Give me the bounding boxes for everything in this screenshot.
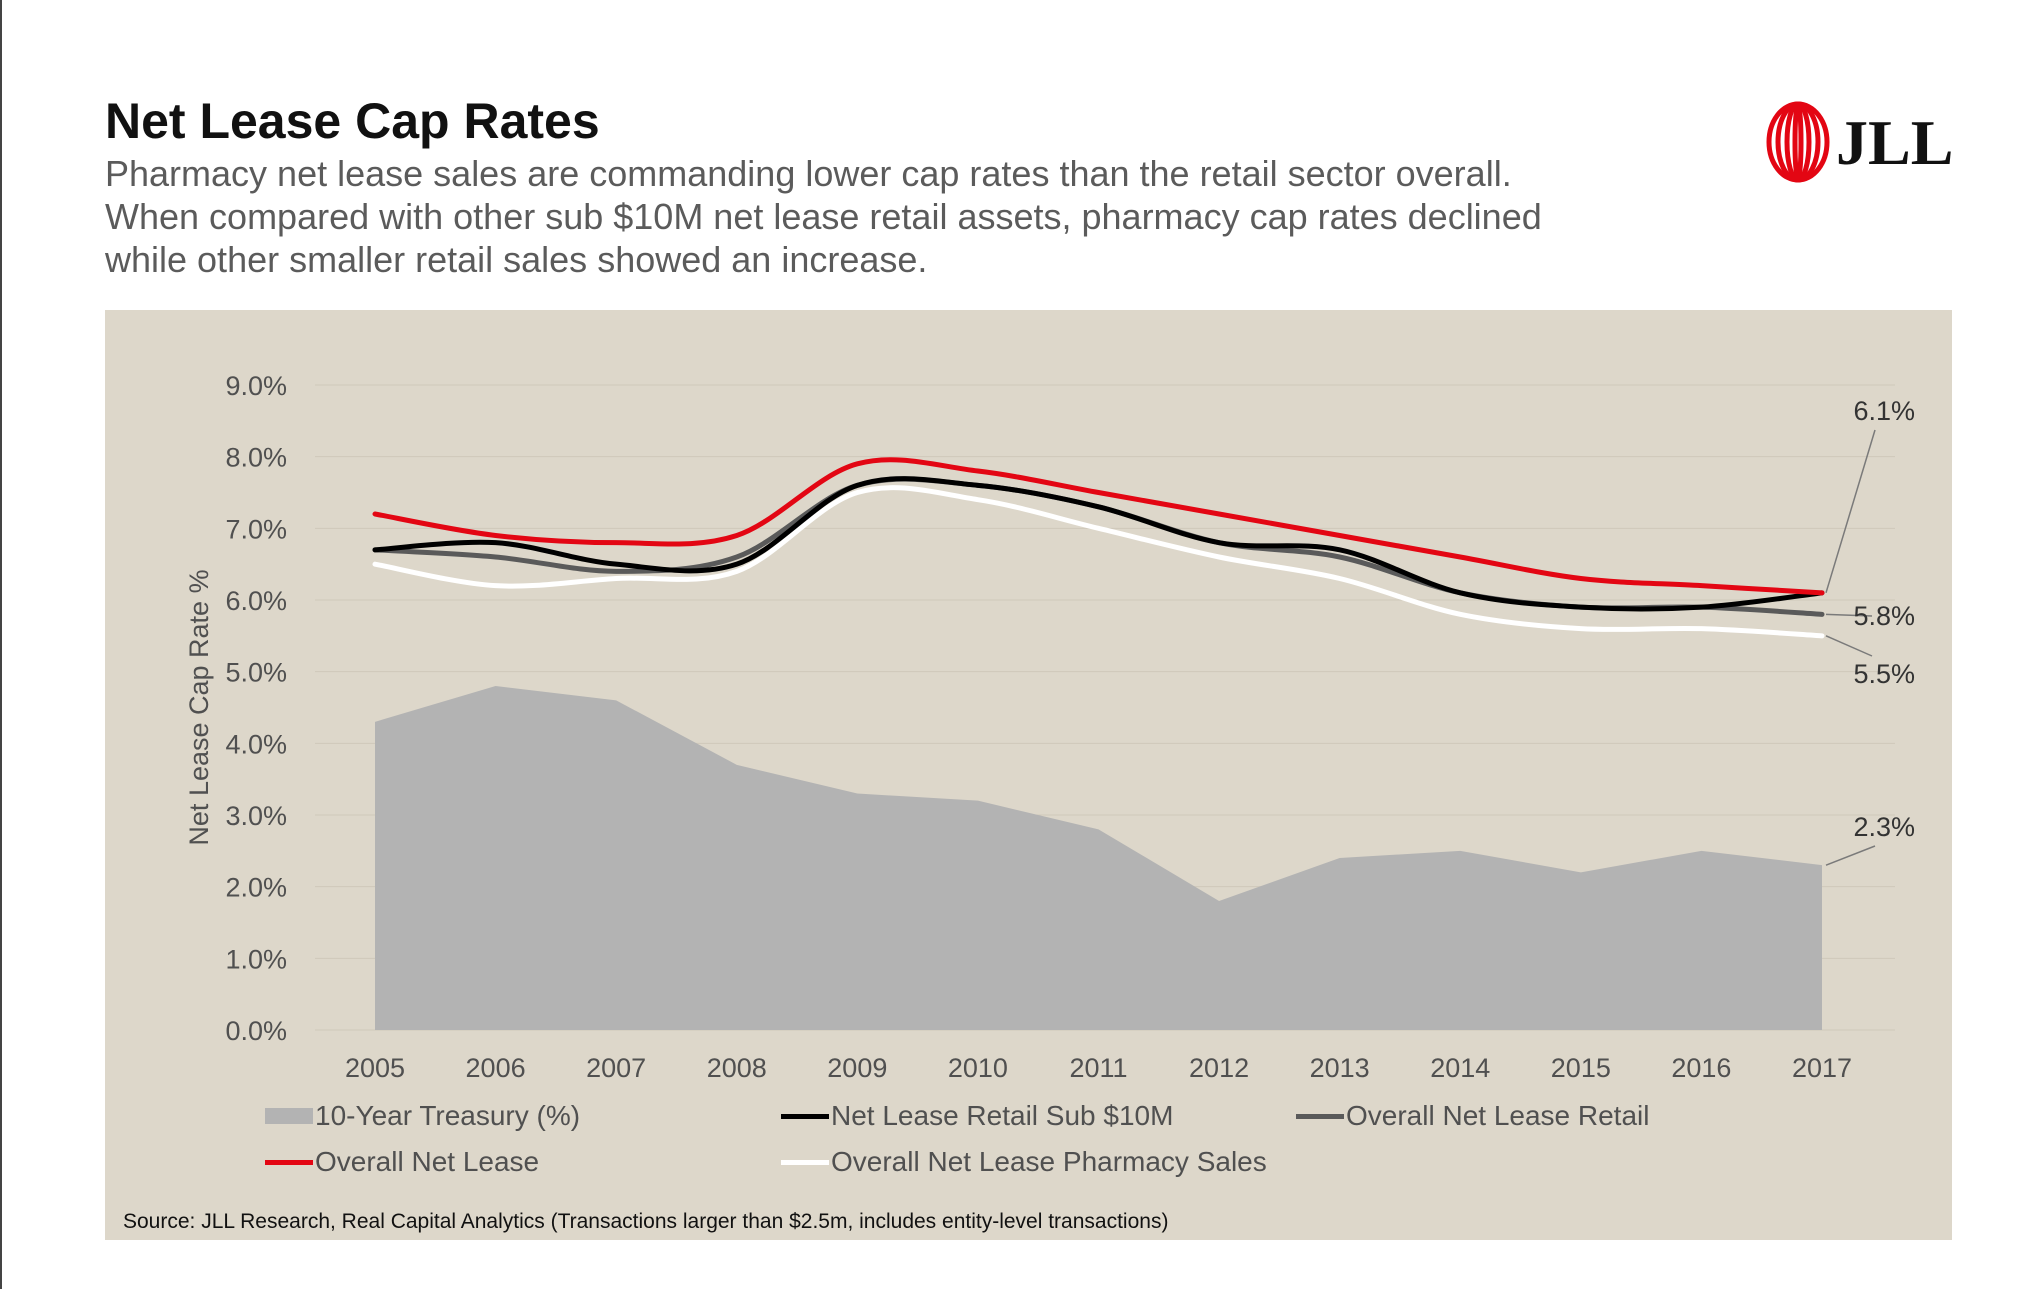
x-tick-label: 2017 (1792, 1053, 1852, 1083)
y-tick-label: 5.0% (225, 658, 287, 688)
chart-panel: 0.0% 1.0% 2.0% 3.0% 4.0% 5.0% 6.0% 7.0% 8.0% 9.0%… (105, 310, 1952, 1240)
series-line-sub10m (372, 476, 1825, 612)
x-tick-label: 2013 (1310, 1053, 1370, 1083)
legend-swatch-overall (265, 1159, 313, 1165)
x-tick-label: 2011 (1069, 1053, 1127, 1083)
leader-line (1825, 635, 1873, 657)
y-tick-label: 3.0% (225, 801, 287, 831)
legend-item-treasury: 10-Year Treasury (%) (265, 1100, 580, 1132)
source-note: Source: JLL Research, Real Capital Analy… (123, 1210, 1169, 1233)
subtitle-line-1: Pharmacy net lease sales are commanding … (105, 153, 1512, 194)
x-tick-label: 2010 (948, 1053, 1008, 1083)
legend-swatch-pharmacy (781, 1159, 829, 1165)
y-tick-label: 2.0% (225, 873, 287, 903)
x-tick-label: 2005 (345, 1053, 405, 1083)
y-tick-label: 9.0% (225, 371, 287, 401)
x-tick-label: 2007 (586, 1053, 646, 1083)
y-tick-label: 8.0% (225, 443, 287, 473)
x-tick-label: 2009 (827, 1053, 887, 1083)
treasury-area (375, 686, 1822, 1030)
legend-item-pharmacy: Overall Net Lease Pharmacy Sales (781, 1146, 1267, 1178)
line-chart: 0.0% 1.0% 2.0% 3.0% 4.0% 5.0% 6.0% 7.0% 8.0% 9.0%… (184, 371, 1915, 1083)
legend-swatch-treasury (265, 1108, 313, 1124)
legend-item-overall-retail: Overall Net Lease Retail (1296, 1100, 1649, 1132)
legend-label-overall-retail: Overall Net Lease Retail (1346, 1100, 1650, 1131)
leader-line (1825, 429, 1876, 594)
x-tick-label: 2008 (707, 1053, 767, 1083)
y-tick-label: 7.0% (225, 514, 287, 544)
legend-item-overall: Overall Net Lease (265, 1146, 539, 1178)
x-tick-label: 2015 (1551, 1053, 1611, 1083)
y-tick-label: 0.0% (225, 1016, 287, 1046)
legend-item-sub10m: Net Lease Retail Sub $10M (781, 1100, 1173, 1132)
end-label-overall-retail: 5.8% (1853, 601, 1915, 631)
y-tick-label: 1.0% (225, 944, 287, 974)
y-tick-label: 6.0% (225, 586, 287, 616)
page-title: Net Lease Cap Rates (105, 93, 600, 149)
legend-swatch-sub10m (781, 1113, 829, 1119)
y-axis-label: Net Lease Cap Rate % (184, 569, 214, 845)
x-tick-label: 2006 (466, 1053, 526, 1083)
legend-label-treasury: 10-Year Treasury (%) (315, 1100, 581, 1131)
y-tick-label: 4.0% (225, 729, 287, 759)
jll-logo-icon (1766, 101, 1830, 183)
subtitle-line-2: When compared with other sub $10M net le… (105, 196, 1542, 237)
leader-line (1825, 845, 1876, 866)
legend-label-sub10m: Net Lease Retail Sub $10M (831, 1100, 1174, 1131)
series-line-overall (372, 457, 1825, 596)
legend-label-overall: Overall Net Lease (315, 1146, 540, 1177)
series-line-overall-retail (372, 476, 1825, 617)
x-tick-label: 2012 (1189, 1053, 1249, 1083)
end-label-overall: 6.1% (1853, 396, 1915, 426)
end-label-pharmacy: 5.5% (1853, 659, 1915, 689)
page-subtitle: Pharmacy net lease sales are commanding … (105, 152, 1705, 281)
leader-line (1825, 613, 1873, 617)
left-border (0, 0, 2, 1289)
legend-label-pharmacy: Overall Net Lease Pharmacy Sales (831, 1146, 1267, 1177)
legend-swatch-overall-retail (1296, 1113, 1344, 1119)
series-line-pharmacy (372, 485, 1825, 639)
end-label-treasury: 2.3% (1853, 812, 1915, 842)
logo-wordmark: JLL (1836, 107, 1954, 178)
x-tick-label: 2014 (1430, 1053, 1490, 1083)
x-tick-label: 2016 (1671, 1053, 1731, 1083)
subtitle-line-3: while other smaller retail sales showed … (105, 239, 928, 280)
